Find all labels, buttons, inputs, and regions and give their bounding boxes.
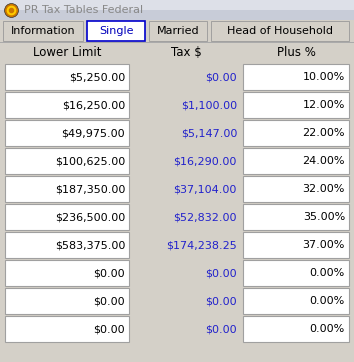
Bar bbox=[243, 64, 349, 90]
Text: $236,500.00: $236,500.00 bbox=[55, 212, 125, 222]
Text: $1,100.00: $1,100.00 bbox=[181, 100, 237, 110]
Text: $5,147.00: $5,147.00 bbox=[181, 128, 237, 138]
Text: Married: Married bbox=[157, 26, 199, 36]
Bar bbox=[243, 204, 349, 230]
Bar bbox=[5, 316, 129, 342]
Text: 22.00%: 22.00% bbox=[303, 128, 345, 138]
Bar bbox=[5, 120, 129, 146]
Text: $0.00: $0.00 bbox=[93, 296, 125, 306]
Text: $0.00: $0.00 bbox=[205, 296, 237, 306]
Text: 0.00%: 0.00% bbox=[310, 296, 345, 306]
Text: 0.00%: 0.00% bbox=[310, 268, 345, 278]
Bar bbox=[243, 316, 349, 342]
Text: $583,375.00: $583,375.00 bbox=[55, 240, 125, 250]
Bar bbox=[0, 42, 354, 43]
Bar bbox=[5, 204, 129, 230]
Text: Information: Information bbox=[11, 26, 75, 36]
Bar bbox=[5, 232, 129, 258]
Bar bbox=[211, 21, 349, 41]
Text: $0.00: $0.00 bbox=[93, 324, 125, 334]
Text: Lower Limit: Lower Limit bbox=[33, 46, 101, 59]
Text: Tax $: Tax $ bbox=[171, 46, 201, 59]
Bar bbox=[5, 288, 129, 314]
Text: 10.00%: 10.00% bbox=[303, 72, 345, 82]
Text: $0.00: $0.00 bbox=[205, 324, 237, 334]
Text: 0.00%: 0.00% bbox=[310, 324, 345, 334]
Bar bbox=[5, 176, 129, 202]
Text: $49,975.00: $49,975.00 bbox=[61, 128, 125, 138]
Bar bbox=[243, 288, 349, 314]
Text: $5,250.00: $5,250.00 bbox=[69, 72, 125, 82]
Text: $100,625.00: $100,625.00 bbox=[55, 156, 125, 166]
Bar bbox=[149, 21, 207, 41]
Bar bbox=[5, 260, 129, 286]
Bar bbox=[5, 64, 129, 90]
Text: $52,832.00: $52,832.00 bbox=[173, 212, 237, 222]
Bar bbox=[87, 21, 145, 41]
Text: 32.00%: 32.00% bbox=[303, 184, 345, 194]
Bar bbox=[243, 120, 349, 146]
Bar bbox=[0, 10, 354, 20]
Text: $174,238.25: $174,238.25 bbox=[166, 240, 237, 250]
Bar bbox=[243, 176, 349, 202]
Bar bbox=[243, 260, 349, 286]
Text: PR Tax Tables Federal: PR Tax Tables Federal bbox=[24, 5, 143, 15]
Text: $37,104.00: $37,104.00 bbox=[173, 184, 237, 194]
Bar bbox=[0, 0, 354, 20]
Text: Head of Household: Head of Household bbox=[227, 26, 333, 36]
Bar bbox=[243, 232, 349, 258]
Text: Plus %: Plus % bbox=[276, 46, 315, 59]
Bar bbox=[243, 92, 349, 118]
Bar bbox=[5, 148, 129, 174]
Text: 37.00%: 37.00% bbox=[303, 240, 345, 250]
Text: $16,250.00: $16,250.00 bbox=[62, 100, 125, 110]
Bar bbox=[3, 21, 83, 41]
Text: $187,350.00: $187,350.00 bbox=[55, 184, 125, 194]
Text: $0.00: $0.00 bbox=[93, 268, 125, 278]
Text: $0.00: $0.00 bbox=[205, 268, 237, 278]
Text: 35.00%: 35.00% bbox=[303, 212, 345, 222]
Text: 24.00%: 24.00% bbox=[303, 156, 345, 166]
Text: 12.00%: 12.00% bbox=[303, 100, 345, 110]
Text: $0.00: $0.00 bbox=[205, 72, 237, 82]
Bar bbox=[243, 148, 349, 174]
Text: Single: Single bbox=[99, 26, 133, 36]
Bar bbox=[5, 92, 129, 118]
Text: $16,290.00: $16,290.00 bbox=[173, 156, 237, 166]
